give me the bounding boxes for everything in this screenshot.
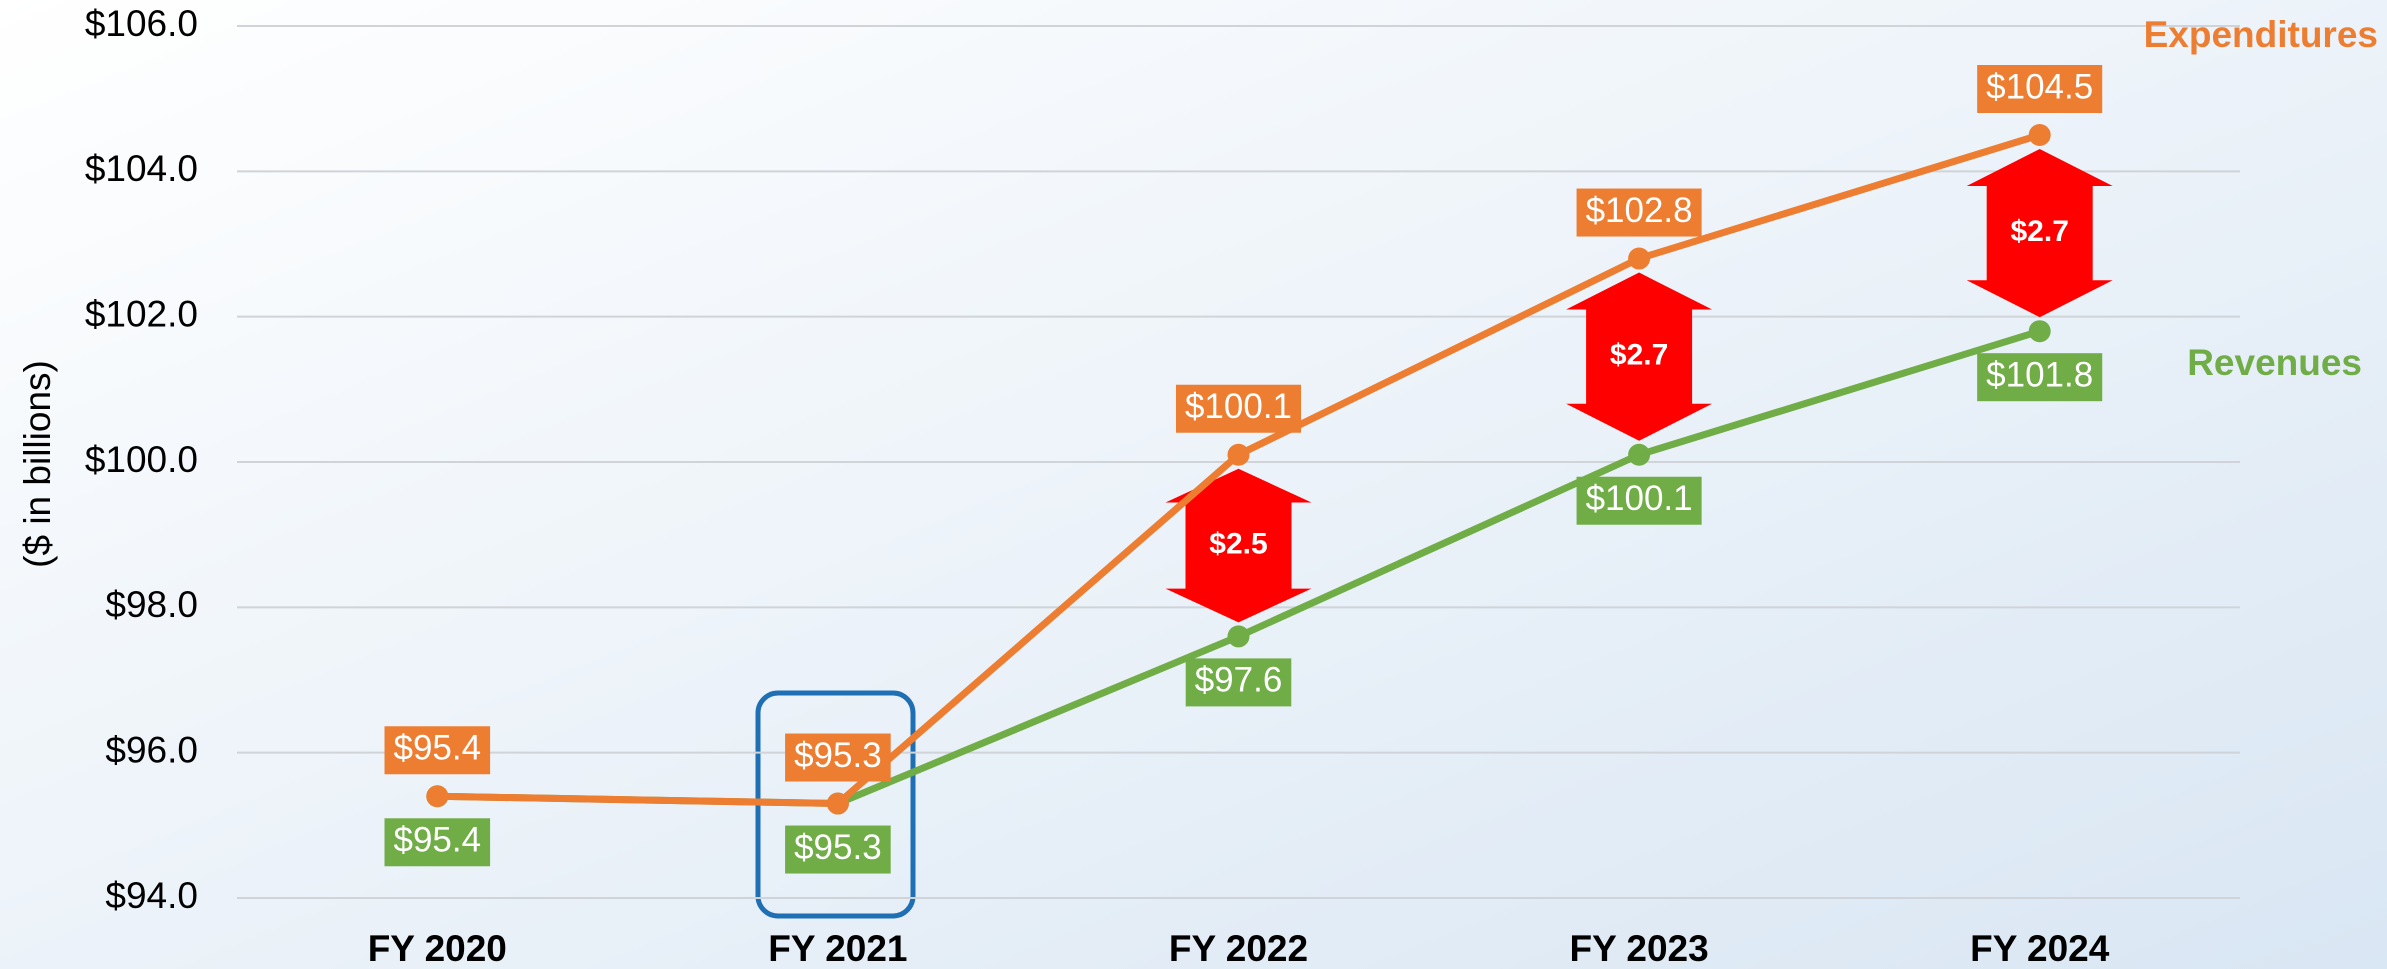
value-label-box: [384, 818, 491, 867]
value-label: $95.3: [785, 825, 891, 874]
x-tick-label: FY 2023: [1569, 928, 1708, 969]
difference-arrow: [1165, 468, 1312, 623]
value-label-box: [1977, 353, 2103, 402]
x-tick-label: FY 2024: [1970, 928, 2110, 969]
value-label-box: [785, 825, 891, 874]
legend-label: Expenditures: [2144, 14, 2378, 55]
data-point: [826, 792, 849, 815]
data-point: [2028, 320, 2051, 343]
value-label: $100.1: [1576, 476, 1702, 525]
difference-label: $2.7: [1610, 339, 1668, 372]
y-tick-label: $102.0: [85, 293, 198, 334]
value-label-box: [1175, 384, 1302, 433]
difference-label: $2.7: [2011, 215, 2069, 248]
x-tick-label: FY 2021: [768, 928, 907, 969]
y-tick-label: $94.0: [105, 875, 198, 916]
data-point: [2028, 124, 2051, 146]
value-label-text: $104.5: [1986, 67, 2093, 106]
value-label: $102.8: [1576, 188, 1702, 237]
value-label: $95.3: [785, 733, 891, 782]
value-label-box: [1185, 658, 1292, 707]
value-label-box: [785, 733, 891, 782]
y-tick-label: $100.0: [85, 439, 198, 480]
value-label-box: [1977, 65, 2103, 113]
difference-arrow: [1566, 272, 1713, 441]
data-point: [1227, 443, 1250, 466]
data-point: [1628, 247, 1651, 270]
x-tick-label: FY 2020: [368, 928, 507, 969]
y-tick-label: $96.0: [105, 729, 198, 770]
value-label-text: $102.8: [1586, 191, 1693, 230]
y-tick-label: $106.0: [85, 3, 198, 44]
value-label-text: $97.6: [1195, 661, 1283, 700]
value-label-box: [384, 726, 491, 775]
y-axis-label: ($ in billions): [17, 360, 58, 568]
value-label: $95.4: [384, 726, 491, 775]
legend-label: Revenues: [2187, 342, 2362, 383]
value-label-text: $95.3: [794, 736, 882, 775]
value-label-text: $101.8: [1986, 355, 2093, 394]
value-label: $97.6: [1185, 658, 1292, 707]
data-point: [1628, 443, 1651, 466]
value-label-text: $100.1: [1586, 479, 1693, 518]
value-label: $101.8: [1977, 353, 2103, 402]
value-label: $95.4: [384, 818, 491, 867]
data-point: [1227, 625, 1250, 648]
difference-arrow: [1966, 149, 2113, 318]
value-label-box: [1576, 188, 1702, 237]
value-label-box: [1576, 476, 1702, 525]
value-label-text: $95.4: [394, 729, 482, 768]
x-tick-label: FY 2022: [1169, 928, 1308, 969]
value-label: $100.1: [1175, 384, 1302, 433]
value-label-text: $95.3: [794, 828, 882, 867]
y-tick-label: $104.0: [85, 148, 198, 189]
value-label-text: $95.4: [394, 821, 482, 860]
value-label: $104.5: [1977, 65, 2103, 113]
difference-label: $2.5: [1209, 527, 1267, 560]
data-point: [426, 785, 449, 808]
y-tick-label: $98.0: [105, 584, 198, 625]
value-label-text: $100.1: [1185, 387, 1292, 426]
